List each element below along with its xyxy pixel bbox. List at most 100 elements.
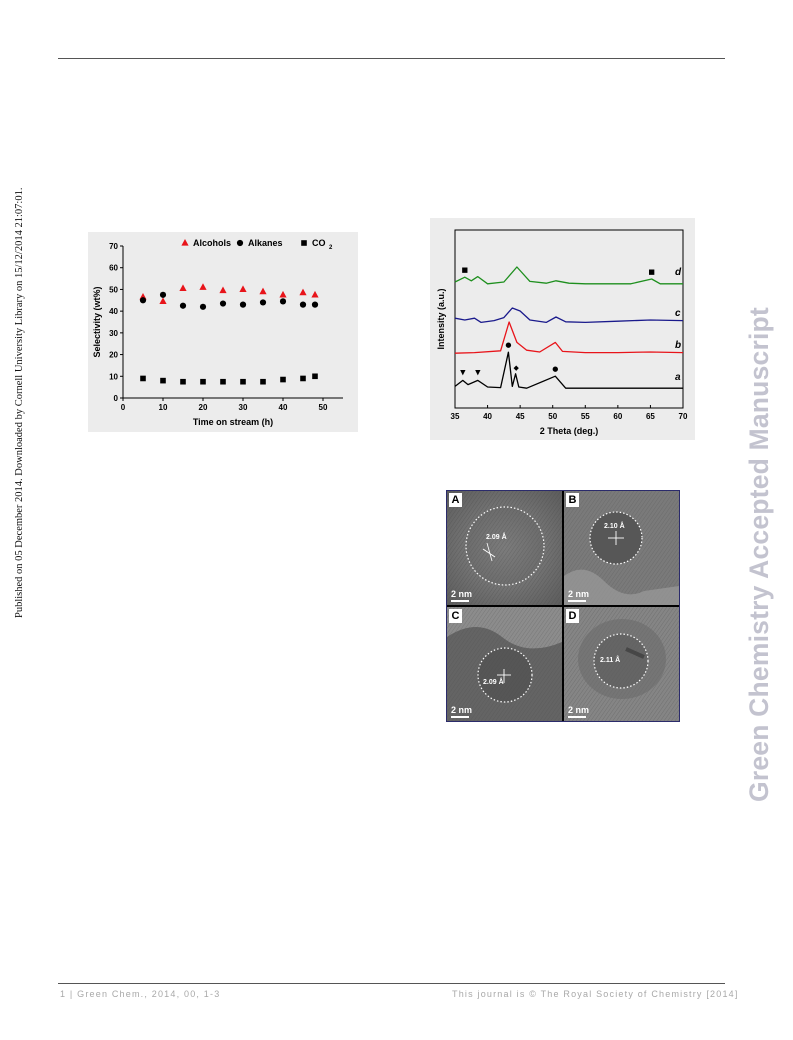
curve-label-c: c xyxy=(675,308,681,319)
tem-image-c xyxy=(447,607,562,721)
point-alcohols xyxy=(219,286,227,294)
manuscript-watermark: Green Chemistry Accepted Manuscript xyxy=(744,307,774,802)
legend-marker-co xyxy=(301,240,307,246)
x-axis-title: Time on stream (h) xyxy=(193,417,273,427)
legend-subscript: 2 xyxy=(329,245,333,251)
point-co xyxy=(300,375,306,382)
y-tick-label: 70 xyxy=(109,242,118,251)
tem-panel-b: B 2.10 Å 2 nm xyxy=(564,491,679,605)
y-tick-label: 40 xyxy=(109,307,118,316)
footer-rule xyxy=(58,983,725,984)
xrd-chart: 35 40 45 50 55 60 65 70 2 Theta (deg.) Intensity … xyxy=(430,218,695,440)
point-co xyxy=(240,378,246,385)
legend-marker-alcohols xyxy=(181,239,189,246)
xrd-curve-d xyxy=(454,266,683,285)
plot-frame xyxy=(454,229,684,409)
x-tick-label: 40 xyxy=(483,412,492,421)
phase-marker: ■ xyxy=(648,268,655,276)
tem-scale-a: 2 nm xyxy=(451,589,472,602)
x-tick-label: 40 xyxy=(279,403,288,412)
selectivity-chart: 0 10 20 30 40 50 0 10 20 30 40 50 60 70 Time on stream… xyxy=(88,232,358,432)
y-tick-label: 20 xyxy=(109,351,118,360)
xrd-curve-a xyxy=(454,351,683,389)
y-tick-label: 60 xyxy=(109,264,118,273)
tem-d-spacing-d: 2.11 Å xyxy=(600,657,621,664)
publication-note: Published on 05 December 2014. Downloade… xyxy=(14,187,25,618)
tem-letter-d: D xyxy=(566,609,579,623)
xrd-curve-c xyxy=(454,307,684,324)
xrd-curve-b xyxy=(454,321,684,354)
x-tick-label: 0 xyxy=(121,403,126,412)
point-co xyxy=(260,378,266,385)
legend-marker-alkanes xyxy=(236,239,244,247)
tem-panel-a: A 2.09 Å 2 nm xyxy=(447,491,562,605)
tem-scale-c: 2 nm xyxy=(451,705,472,718)
point-alkanes xyxy=(299,301,307,308)
header-rule xyxy=(58,58,725,59)
footer-left: 1 | Green Chem., 2014, 00, 1-3 xyxy=(60,989,221,999)
curve-label-d: d xyxy=(675,267,682,278)
tem-scale-label-a: 2 nm xyxy=(451,589,473,599)
point-co xyxy=(220,378,226,385)
tem-image-a xyxy=(447,491,562,605)
point-alcohols xyxy=(259,287,267,295)
point-alkanes xyxy=(139,297,147,304)
y-tick-label: 0 xyxy=(114,394,119,403)
point-co xyxy=(180,378,186,385)
x-tick-label: 20 xyxy=(199,403,208,412)
tem-d-spacing-c: 2.09 Å xyxy=(483,679,504,686)
y-tick-label: 50 xyxy=(109,285,118,294)
x-tick-label: 30 xyxy=(239,403,248,412)
point-alcohols xyxy=(179,284,187,291)
x-tick-label: 45 xyxy=(516,412,525,421)
point-alcohols xyxy=(279,290,287,298)
tem-image-d xyxy=(564,607,679,721)
point-alcohols xyxy=(311,290,319,298)
point-alcohols xyxy=(199,283,207,290)
x-tick-label: 50 xyxy=(548,412,557,421)
phase-marker: ▼ xyxy=(460,368,466,376)
point-alkanes xyxy=(311,301,319,308)
phase-marker: ◆ xyxy=(514,364,520,372)
x-tick-label: 65 xyxy=(646,412,655,421)
tem-d-spacing-b: 2.10 Å xyxy=(604,523,625,530)
tem-letter-a: A xyxy=(449,493,462,507)
phase-marker: ■ xyxy=(461,266,468,274)
curve-label-b: b xyxy=(675,340,681,351)
y-tick-label: 10 xyxy=(109,372,118,381)
x-tick-label: 70 xyxy=(679,412,688,421)
curve-label-a: a xyxy=(675,372,681,383)
tem-panel-d: D 2.11 Å 2 nm xyxy=(564,607,679,721)
y-axis-title: Intensity (a.u.) xyxy=(436,288,446,349)
x-axis-title: 2 Theta (deg.) xyxy=(540,426,599,436)
legend-label-alkanes: Alkanes xyxy=(248,238,283,248)
x-tick-label: 50 xyxy=(319,403,328,412)
point-co xyxy=(280,376,286,383)
footer-right: This journal is © The Royal Society of C… xyxy=(452,989,739,999)
legend-label-alcohols: Alcohols xyxy=(193,238,231,248)
x-tick-label: 35 xyxy=(451,412,460,421)
tem-scale-label-c: 2 nm xyxy=(451,705,473,715)
point-alkanes xyxy=(179,302,187,309)
point-alcohols xyxy=(299,288,307,296)
tem-letter-b: B xyxy=(566,493,579,507)
x-tick-label: 55 xyxy=(581,412,590,421)
y-axis-title: Selectivity (wt%) xyxy=(92,286,102,357)
point-co xyxy=(140,375,146,382)
tem-scale-d: 2 nm xyxy=(568,705,589,718)
tem-image-b xyxy=(564,491,679,605)
point-alcohols xyxy=(239,285,247,293)
point-alkanes xyxy=(219,300,227,307)
point-alkanes xyxy=(159,291,167,298)
point-co xyxy=(160,377,166,384)
point-alcohols xyxy=(159,297,167,304)
legend-label-co: CO xyxy=(312,238,326,248)
tem-scale-label-d: 2 nm xyxy=(568,705,590,715)
point-alkanes xyxy=(279,298,287,305)
point-co xyxy=(200,378,206,385)
x-tick-label: 10 xyxy=(159,403,168,412)
phase-marker: ▼ xyxy=(475,368,481,376)
point-alkanes xyxy=(199,303,207,310)
tem-image-grid: A 2.09 Å 2 nm B 2.10 Å 2 nm C 2.09 Å xyxy=(446,490,680,722)
phase-marker: ● xyxy=(552,365,558,373)
